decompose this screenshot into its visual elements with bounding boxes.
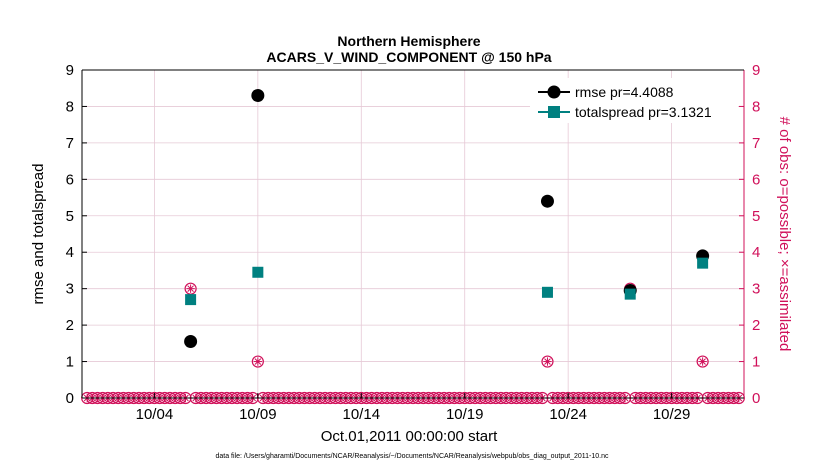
y-tick-label-left: 5 [66,208,74,225]
y-axis-label-right: # of obs: o=possible; ×=assimilated [776,117,793,352]
rmse-point [251,89,265,103]
rmse-point [540,194,554,208]
y-tick-label-right: 6 [752,171,760,188]
y-tick-label-left: 3 [66,281,74,298]
y-tick-label-right: 9 [752,62,760,79]
chart-title-line2: ACARS_V_WIND_COMPONENT @ 150 hPa [266,49,551,65]
obs-assimilated-marker [253,357,263,366]
legend-box [530,78,738,123]
x-tick-label: 10/04 [136,406,174,423]
chart-title-line1: Northern Hemisphere [337,33,480,49]
y-tick-label-right: 5 [752,208,760,225]
y-tick-label-right: 0 [752,390,760,407]
totalspread-point [185,294,197,306]
obs-possible-marker [541,355,554,368]
x-tick-labels: 10/04 10/09 10/14 10/19 10/24 10/29 [136,406,691,423]
axes [81,69,745,399]
legend-totalspread-label: totalspread pr=3.1321 [575,104,712,120]
y-tick-label-left: 4 [66,244,74,261]
y-tick-label-left: 0 [66,390,74,407]
obs-count-markers [81,282,745,405]
chart-titles: Northern Hemisphere ACARS_V_WIND_COMPONE… [266,33,551,65]
obs-assimilated-stroke [254,358,262,365]
legend-rmse-label: rmse pr=4.4088 [575,84,674,100]
y-tick-label-right: 1 [752,354,760,371]
totalspread-point [541,286,553,298]
y-tick-label-left: 8 [66,98,74,115]
obs-assimilated-marker [698,357,707,366]
obs-assimilated-stroke [187,285,194,292]
series-markers [184,89,710,349]
totalspread-point [624,288,636,300]
obs-assimilated-marker [543,357,552,366]
obs-assimilated-stroke [699,358,706,365]
y-tick-label-left: 1 [66,354,74,371]
rmse-point [184,335,198,349]
y-tick-label-right: 3 [752,281,760,298]
legend-rmse-marker [547,85,561,99]
y-tick-label-right: 7 [752,135,760,152]
obs-possible-marker [696,355,709,368]
x-axis-label: Oct.01,2011 00:00:00 start [321,428,498,445]
y-axis-label-left: rmse and totalspread [30,164,47,305]
obs-assimilated-marker [186,284,195,293]
x-tick-label: 10/09 [239,406,277,423]
y-tick-label-left: 9 [66,62,74,79]
y-tick-label-left: 7 [66,135,74,152]
obs-assimilated-stroke [544,358,551,365]
x-tick-label: 10/24 [549,406,587,423]
y-tick-label-left: 6 [66,171,74,188]
totalspread-point [697,257,709,269]
obs-possible-marker [251,355,264,368]
y-tick-label-right: 2 [752,317,760,334]
y-tick-label-right: 4 [752,244,760,261]
y-tick-labels: 0 0 1 1 2 2 3 3 4 4 5 5 6 6 7 7 8 8 9 9 [66,62,761,407]
legend-totalspread-marker [548,106,560,118]
y-tick-label-right: 8 [752,98,760,115]
y-tick-label-left: 2 [66,317,74,334]
x-tick-label: 10/29 [653,406,691,423]
data-file-footnote: data file: /Users/gharamti/Documents/NCA… [215,453,609,460]
x-tick-label: 10/14 [343,406,381,423]
legend: rmse pr=4.4088 totalspread pr=3.1321 [530,78,738,123]
totalspread-point [252,266,264,278]
x-tick-label: 10/19 [446,406,484,423]
